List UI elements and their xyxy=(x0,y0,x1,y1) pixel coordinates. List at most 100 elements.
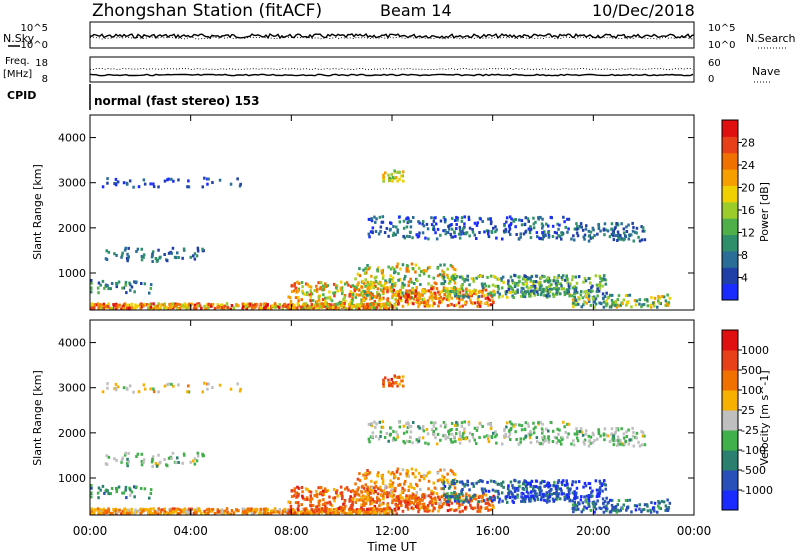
power-cell xyxy=(441,269,444,273)
velocity-cell xyxy=(529,499,533,503)
y-tick-label: 2000 xyxy=(58,427,86,440)
velocity-cell xyxy=(324,507,327,511)
noise-panel: 10^5 10^0 10^5 10^0 N.Sky N.Search xyxy=(3,21,796,51)
power-cell xyxy=(379,225,383,229)
velocity-cell xyxy=(593,439,596,443)
velocity-cell xyxy=(432,424,436,428)
velocity-cell xyxy=(244,510,248,514)
velocity-cell xyxy=(297,487,301,490)
velocity-cell xyxy=(587,444,591,448)
velocity-cell xyxy=(614,439,618,443)
velocity-cell xyxy=(385,511,389,515)
power-cell xyxy=(606,296,610,300)
velocity-cell xyxy=(422,477,426,481)
power-cell xyxy=(365,293,369,297)
power-cell xyxy=(667,301,670,304)
velocity-cell xyxy=(357,511,361,515)
velocity-cell xyxy=(476,509,479,513)
power-cell xyxy=(320,302,324,306)
velocity-cell xyxy=(582,485,585,489)
velocity-cell xyxy=(397,477,400,481)
power-cell xyxy=(568,294,571,298)
velocity-cell xyxy=(521,495,524,499)
velocity-cell xyxy=(312,512,315,516)
velocity-cell xyxy=(468,439,471,443)
velocity-cell xyxy=(322,498,325,502)
velocity-cell xyxy=(149,387,152,391)
velocity-cell xyxy=(250,511,254,515)
velocity-cell xyxy=(490,496,493,500)
velocity-cell xyxy=(378,498,382,502)
power-cell xyxy=(541,224,545,228)
velocity-cell xyxy=(187,384,190,388)
power-cell xyxy=(649,303,652,307)
velocity-cell xyxy=(450,501,454,505)
velocity-cell xyxy=(116,510,119,514)
power-cell xyxy=(92,306,96,310)
power-cell xyxy=(101,185,105,189)
velocity-cell xyxy=(126,511,129,515)
velocity-cell xyxy=(444,433,447,437)
power-cell xyxy=(510,217,513,221)
velocity-cell xyxy=(525,487,528,491)
power-cell xyxy=(358,293,361,297)
power-cell xyxy=(454,234,457,238)
power-cell xyxy=(323,304,326,308)
power-cell xyxy=(544,234,547,238)
velocity-cell xyxy=(408,502,411,506)
power-cell xyxy=(379,306,382,310)
velocity-cell xyxy=(152,387,155,391)
velocity-cell xyxy=(463,484,466,488)
velocity-cell xyxy=(529,490,533,494)
velocity-cell xyxy=(259,507,262,511)
noise-right-tick-bottom: 10^0 xyxy=(708,40,735,51)
power-cell xyxy=(245,307,248,311)
power-cell xyxy=(464,232,467,236)
power-cell xyxy=(406,295,410,299)
power-cell xyxy=(375,295,378,299)
velocity-cell xyxy=(116,385,120,389)
power-cell xyxy=(542,235,545,239)
power-cell xyxy=(545,222,548,226)
velocity-cell xyxy=(511,484,514,488)
power-cell xyxy=(189,255,192,259)
power-cell xyxy=(104,283,108,287)
power-cell xyxy=(171,302,175,306)
power-cell xyxy=(434,216,437,220)
power-cell xyxy=(319,285,323,289)
power-cell xyxy=(350,301,354,305)
colorbar-swatch xyxy=(722,136,738,154)
power-cell xyxy=(396,179,399,183)
velocity-cell xyxy=(410,496,413,500)
velocity-cell xyxy=(587,494,591,497)
velocity-cell xyxy=(459,480,462,484)
power-cell xyxy=(477,302,481,306)
power-cell xyxy=(523,274,526,278)
power-cell xyxy=(353,289,357,293)
power-cell xyxy=(478,231,481,234)
velocity-cell xyxy=(558,487,561,491)
power-cell xyxy=(112,307,115,311)
velocity-cell xyxy=(405,503,409,507)
velocity-cell xyxy=(514,430,517,434)
velocity-cell xyxy=(564,430,567,434)
power-cell xyxy=(626,301,630,305)
power-cell xyxy=(337,302,340,305)
power-cell xyxy=(448,277,451,281)
velocity-cell xyxy=(497,492,500,496)
power-cell xyxy=(446,276,450,279)
power-cell xyxy=(428,296,431,300)
velocity-cell xyxy=(383,436,387,439)
power-cell xyxy=(392,267,396,271)
power-cell xyxy=(290,290,294,294)
velocity-cell xyxy=(106,489,109,493)
velocity-cell xyxy=(237,509,240,513)
velocity-cell xyxy=(605,496,608,500)
velocity-cell xyxy=(668,501,672,505)
velocity-cell xyxy=(188,507,191,511)
power-cell xyxy=(575,227,578,231)
velocity-cell xyxy=(577,480,581,484)
velocity-cell xyxy=(559,497,562,501)
power-cell xyxy=(408,297,411,301)
power-cell xyxy=(533,284,537,288)
